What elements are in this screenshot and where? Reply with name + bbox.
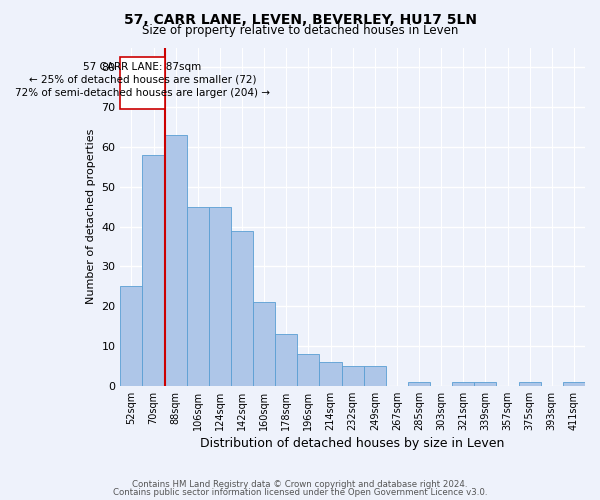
- Bar: [253, 302, 275, 386]
- Bar: [452, 382, 475, 386]
- Bar: [164, 135, 187, 386]
- Bar: [364, 366, 386, 386]
- Text: Contains public sector information licensed under the Open Government Licence v3: Contains public sector information licen…: [113, 488, 487, 497]
- Bar: [518, 382, 541, 386]
- Bar: [121, 286, 142, 386]
- Bar: [341, 366, 364, 386]
- Bar: [563, 382, 585, 386]
- Bar: [475, 382, 496, 386]
- Bar: [408, 382, 430, 386]
- FancyBboxPatch shape: [121, 58, 164, 109]
- Text: ← 25% of detached houses are smaller (72): ← 25% of detached houses are smaller (72…: [29, 74, 256, 85]
- Bar: [319, 362, 341, 386]
- Text: Size of property relative to detached houses in Leven: Size of property relative to detached ho…: [142, 24, 458, 37]
- Y-axis label: Number of detached properties: Number of detached properties: [86, 129, 96, 304]
- Bar: [275, 334, 298, 386]
- Bar: [298, 354, 319, 386]
- Text: Contains HM Land Registry data © Crown copyright and database right 2024.: Contains HM Land Registry data © Crown c…: [132, 480, 468, 489]
- Bar: [209, 206, 231, 386]
- Bar: [187, 206, 209, 386]
- X-axis label: Distribution of detached houses by size in Leven: Distribution of detached houses by size …: [200, 437, 505, 450]
- Bar: [142, 155, 164, 386]
- Text: 57, CARR LANE, LEVEN, BEVERLEY, HU17 5LN: 57, CARR LANE, LEVEN, BEVERLEY, HU17 5LN: [124, 12, 476, 26]
- Text: 72% of semi-detached houses are larger (204) →: 72% of semi-detached houses are larger (…: [15, 88, 270, 99]
- Text: 57 CARR LANE: 87sqm: 57 CARR LANE: 87sqm: [83, 62, 202, 72]
- Bar: [231, 230, 253, 386]
